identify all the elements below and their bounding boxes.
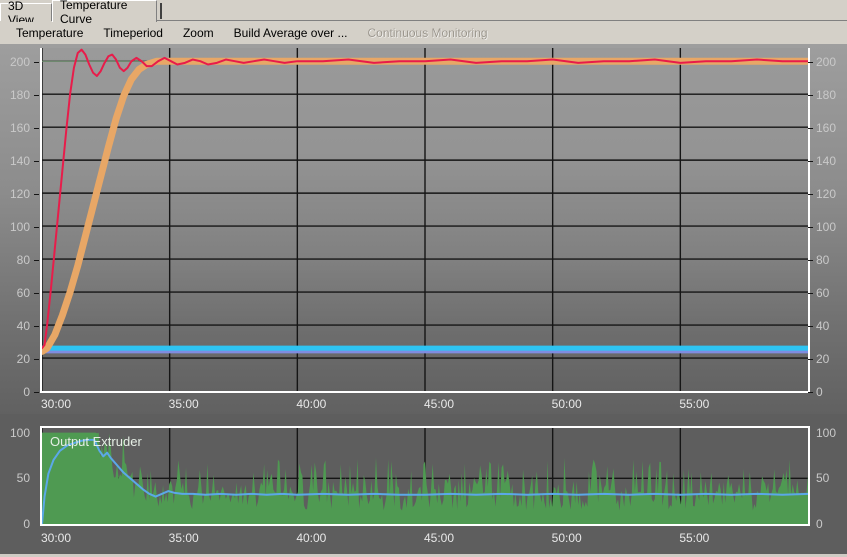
- x-tick-top: 40:00: [296, 397, 327, 411]
- x-tick-bottom: 50:00: [551, 531, 582, 545]
- temperature-series-svg: [42, 48, 808, 391]
- y-tick-right: 20: [816, 352, 830, 367]
- y-tick-left: 40: [16, 319, 30, 334]
- temperature-chart[interactable]: Past 60 Minutes 020406080100120140160180…: [0, 44, 847, 414]
- y-tick-right-bottom: 50: [816, 471, 830, 486]
- y-tick-right: 160: [816, 121, 837, 136]
- y-tick-left: 120: [9, 187, 30, 202]
- y-tick-left: 20: [16, 352, 30, 367]
- x-tick-top: 50:00: [551, 397, 582, 411]
- x-tick-top: 55:00: [679, 397, 710, 411]
- y-tick-mark-right: [808, 359, 813, 361]
- x-tick-bottom: 35:00: [168, 531, 199, 545]
- y-tick-mark-left: [34, 392, 39, 393]
- y-tick-left: 200: [9, 55, 30, 70]
- y-tick-left: 60: [16, 286, 30, 301]
- menu-zoom-label: Zoom: [182, 26, 214, 40]
- y-tick-left: 100: [9, 220, 30, 235]
- y-tick-right-bottom: 100: [816, 425, 837, 440]
- menu-timeperiod-label: Timeperiod: [103, 26, 163, 40]
- y-tick-mark-left: [34, 227, 39, 229]
- y-tick-mark-right: [808, 392, 813, 393]
- menu-temperature-label: Temperature: [16, 26, 84, 40]
- temperature-plot-area[interactable]: [40, 48, 810, 393]
- y-tick-mark-left: [34, 194, 39, 196]
- menu-zoom[interactable]: Zoom: [173, 23, 224, 43]
- tab-strip: 3D View Temperature Curve: [0, 0, 847, 27]
- y-tick-right: 0: [816, 385, 823, 399]
- tab-temperature-curve[interactable]: Temperature Curve: [52, 0, 157, 26]
- y-tick-mark-right: [808, 161, 813, 163]
- menu-temperature[interactable]: Temperature: [6, 23, 93, 43]
- y-tick-right-bottom: 0: [816, 517, 823, 531]
- y-tick-mark-right: [808, 194, 813, 196]
- x-tick-top: 35:00: [168, 397, 199, 411]
- y-tick-right: 60: [816, 286, 830, 301]
- y-tick-mark-left: [34, 293, 39, 295]
- y-tick-mark-right: [808, 95, 813, 97]
- x-tick-top: 30:00: [41, 397, 72, 411]
- y-tick-left: 180: [9, 88, 30, 103]
- tab-3d-view[interactable]: 3D View: [0, 0, 52, 27]
- menu-bar: Temperature Timeperiod Zoom Build Averag…: [0, 22, 847, 44]
- y-tick-right: 120: [816, 187, 837, 202]
- y-tick-left: 140: [9, 154, 30, 169]
- y-tick-mark-left: [34, 161, 39, 163]
- y-tick-right: 80: [816, 253, 830, 268]
- y-tick-mark-left: [34, 62, 39, 64]
- menu-continuous-monitoring-label: Continuous Monitoring: [367, 26, 488, 40]
- y-tick-mark-left: [34, 95, 39, 97]
- menu-build-average[interactable]: Build Average over ...: [224, 23, 358, 43]
- y-tick-mark-right: [808, 326, 813, 328]
- output-series-svg: [42, 428, 808, 524]
- y-tick-left: 80: [16, 253, 30, 268]
- x-tick-bottom: 55:00: [679, 531, 710, 545]
- x-tick-top: 45:00: [424, 397, 455, 411]
- y-tick-left: 160: [9, 121, 30, 136]
- y-tick-left: 0: [23, 385, 30, 399]
- menu-continuous-monitoring: Continuous Monitoring: [358, 23, 498, 43]
- output-plot-area[interactable]: Output Extruder: [40, 426, 810, 526]
- y-tick-mark-right: [808, 128, 813, 130]
- y-tick-right: 140: [816, 154, 837, 169]
- tab-insertion-caret: [160, 3, 162, 19]
- x-tick-bottom: 45:00: [424, 531, 455, 545]
- y-tick-right: 40: [816, 319, 830, 334]
- y-tick-mark-right: [808, 293, 813, 295]
- y-tick-left-bottom: 0: [23, 517, 30, 531]
- y-tick-left-bottom: 100: [9, 425, 30, 440]
- tab-temperature-curve-label: Temperature Curve: [60, 0, 128, 26]
- y-tick-mark-left: [34, 326, 39, 328]
- output-extruder-chart[interactable]: Output Extruder 0 50 100 0 50 100 30:00 35:00…: [0, 414, 847, 554]
- y-tick-mark-right: [808, 227, 813, 229]
- y-tick-mark-left: [34, 260, 39, 262]
- menu-timeperiod[interactable]: Timeperiod: [93, 23, 173, 43]
- menu-build-average-label: Build Average over ...: [233, 26, 348, 40]
- x-tick-bottom: 30:00: [41, 531, 72, 545]
- y-tick-right: 200: [816, 55, 837, 70]
- x-tick-bottom: 40:00: [296, 531, 327, 545]
- y-tick-mark-right: [808, 62, 813, 64]
- y-tick-right: 100: [816, 220, 837, 235]
- y-tick-right: 180: [816, 88, 837, 103]
- y-tick-left-bottom: 50: [16, 471, 30, 486]
- y-tick-mark-left: [34, 359, 39, 361]
- charts-area: Past 60 Minutes 020406080100120140160180…: [0, 44, 847, 557]
- y-tick-mark-left: [34, 128, 39, 130]
- y-tick-mark-right: [808, 260, 813, 262]
